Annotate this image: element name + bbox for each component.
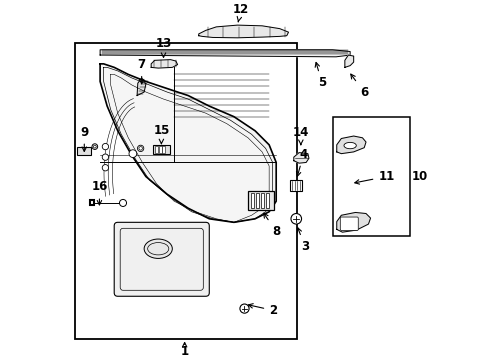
Text: 16: 16 [91,180,107,205]
Bar [290,180,301,191]
Bar [77,147,90,156]
FancyBboxPatch shape [340,217,358,230]
Polygon shape [100,64,276,222]
Bar [162,146,165,153]
Polygon shape [137,78,145,95]
Text: 4: 4 [296,148,307,176]
Bar [250,193,254,208]
Polygon shape [151,60,177,68]
Polygon shape [344,55,353,67]
Polygon shape [293,153,308,163]
Bar [260,193,264,208]
Bar [153,145,169,154]
Ellipse shape [144,239,172,258]
Text: 12: 12 [232,3,248,22]
Circle shape [129,150,137,158]
FancyBboxPatch shape [114,222,209,296]
Bar [89,201,94,206]
Circle shape [102,165,108,171]
Polygon shape [198,25,288,38]
Bar [265,193,268,208]
Text: 15: 15 [153,124,169,144]
Circle shape [102,143,108,150]
Circle shape [93,145,96,148]
Circle shape [92,144,98,149]
Circle shape [119,199,126,207]
Bar [75,43,297,338]
Text: 2: 2 [248,304,277,317]
Bar [155,146,158,153]
Circle shape [137,145,143,152]
Text: 8: 8 [263,213,280,238]
Bar [159,146,162,153]
Text: 9: 9 [80,126,88,152]
Polygon shape [336,136,365,154]
Bar [255,193,259,208]
Circle shape [290,213,301,224]
Polygon shape [336,212,370,232]
Ellipse shape [343,143,356,149]
Text: 11: 11 [354,170,394,184]
Bar [247,191,274,210]
Text: 5: 5 [315,62,325,89]
Text: 13: 13 [155,37,171,57]
Text: 14: 14 [292,126,308,144]
Text: 6: 6 [350,74,367,99]
Circle shape [240,304,248,313]
Text: 3: 3 [297,228,308,253]
Circle shape [139,147,142,150]
Text: 7: 7 [137,58,145,84]
Circle shape [102,154,108,160]
Bar [332,117,409,237]
Text: 10: 10 [411,170,427,183]
Text: 1: 1 [180,345,188,359]
Polygon shape [100,50,349,57]
